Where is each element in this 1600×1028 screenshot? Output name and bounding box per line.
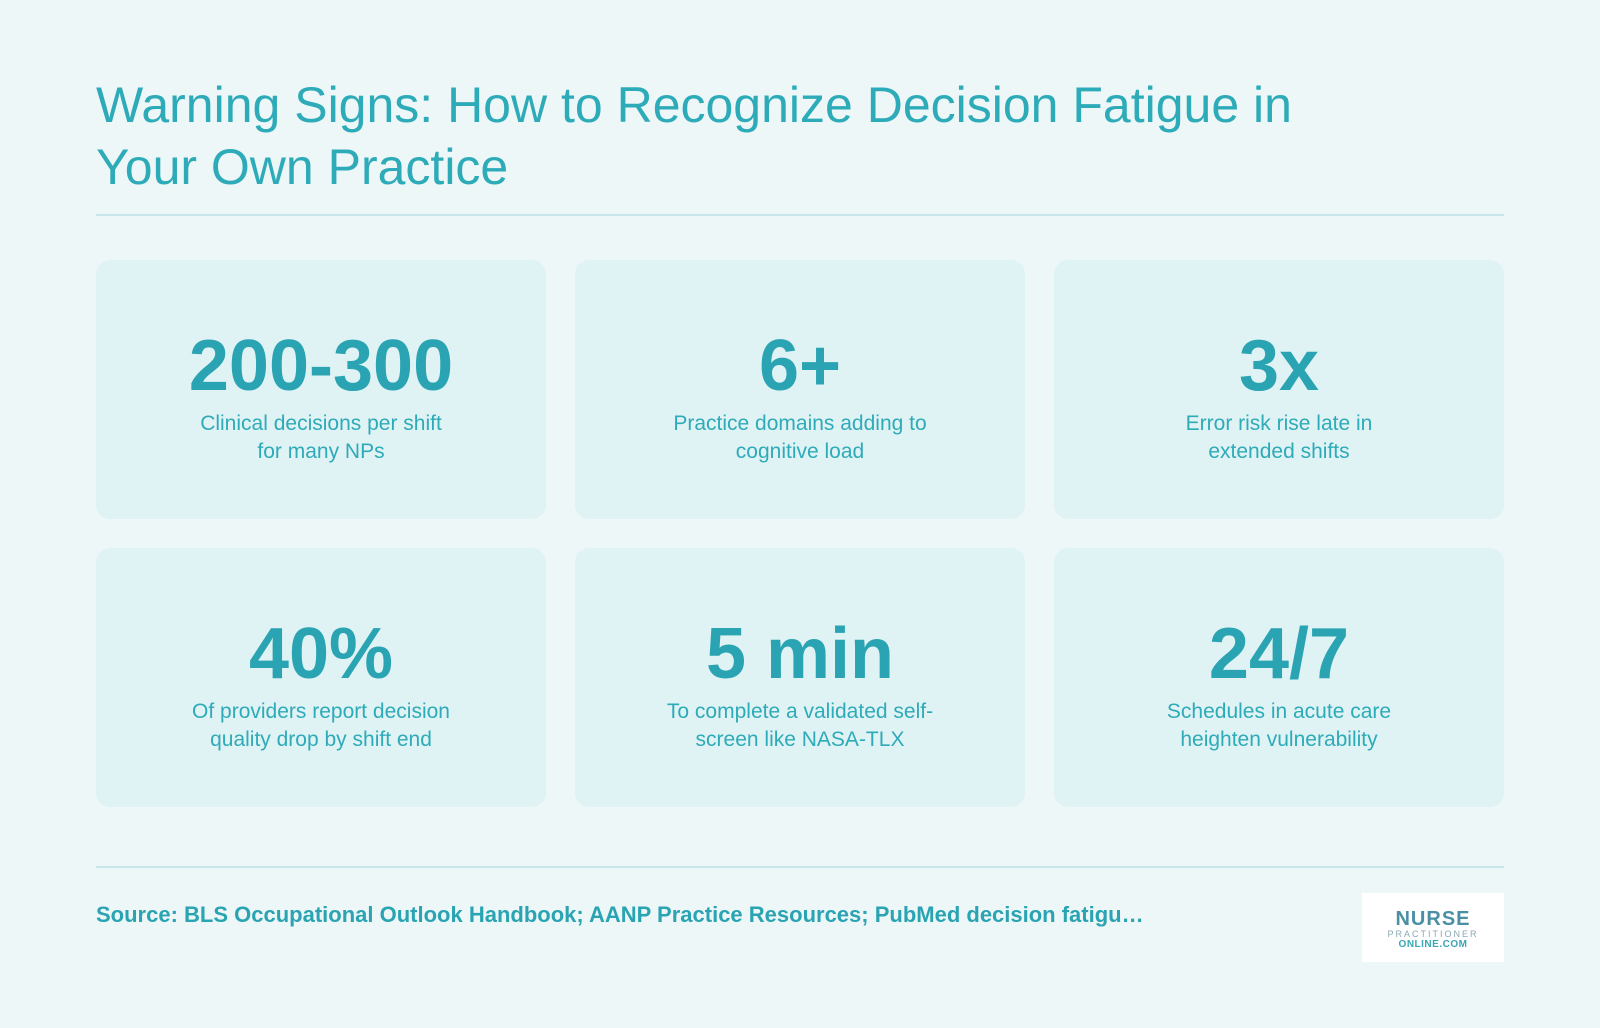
stat-description: Schedules in acute care heighten vulnera… [1166,700,1392,751]
stat-value: 3x [1238,326,1320,406]
stat-card: 5 min To complete a validated self-scree… [575,548,1025,807]
stat-value: 24/7 [1208,614,1350,694]
stat-description: Clinical decisions per shift for many NP… [200,412,442,463]
logo-main-text: NURSE [1395,908,1471,930]
footer-divider [96,866,1504,868]
page-title: Warning Signs: How to Recognize Decision… [96,77,1292,195]
stat-value: 40% [248,614,394,694]
nurse-practitioner-online-logo: NURSE PRACTITIONER ONLINE.COM [1362,893,1504,962]
stat-value: 200-300 [188,326,454,406]
stat-card: 24/7 Schedules in acute care heighten vu… [1054,548,1504,807]
logo-sub-text: PRACTITIONER [1387,929,1479,939]
stat-card: 3x Error risk rise late in extended shif… [1054,260,1504,519]
stat-value: 5 min [705,614,895,694]
stat-value: 6+ [758,326,842,406]
stat-description: Practice domains adding to cognitive loa… [673,412,927,463]
stat-description: Of providers report decision quality dro… [192,700,450,751]
stat-card: 6+ Practice domains adding to cognitive … [575,260,1025,519]
stats-grid: 200-300 Clinical decisions per shift for… [96,260,1504,807]
title-divider [96,214,1504,216]
stat-card: 200-300 Clinical decisions per shift for… [96,260,546,519]
logo-domain-text: ONLINE.COM [1398,939,1468,950]
stat-description: To complete a validated self-screen like… [666,700,934,751]
stat-card: 40% Of providers report decision quality… [96,548,546,807]
source-citation: Source: BLS Occupational Outlook Handboo… [96,902,1144,927]
stat-description: Error risk rise late in extended shifts [1185,412,1373,463]
